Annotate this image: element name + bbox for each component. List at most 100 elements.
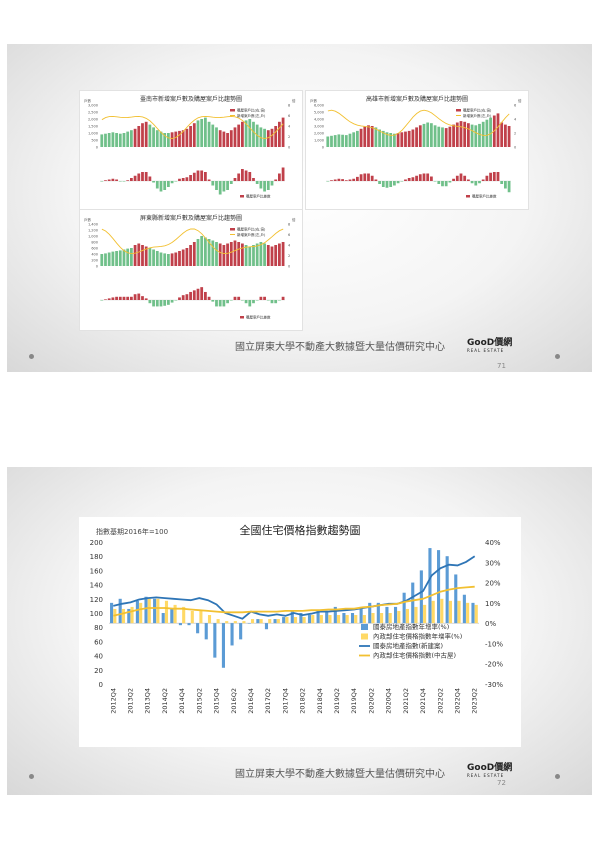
mini-bar [248, 246, 252, 266]
mini-diff-bar [178, 297, 181, 300]
x-tick-label: 2018Q4 [316, 688, 324, 714]
mini-bar [167, 254, 170, 266]
mini-diff-bar [233, 296, 237, 300]
mini-diff-bar [389, 181, 393, 187]
chart-subtitle: 指數基期2016年=100 [96, 527, 168, 536]
mini-y-tick: 1,500 [88, 125, 98, 129]
mini-diff-bar [478, 181, 481, 184]
mini-diff-bar [192, 172, 196, 181]
mini-diff-bar [393, 181, 396, 186]
mini-diff-bar [144, 298, 148, 300]
mini-bar [181, 130, 185, 147]
mini-diff-bar [141, 172, 144, 181]
mini-y-right-tick: 6 [288, 114, 290, 118]
x-tick-label: 2013Q2 [127, 688, 135, 714]
mini-diff-bar [252, 300, 255, 304]
footer-center-name: 國立屏東大學不動產大數據暨大量估價研究中心 [235, 769, 445, 780]
mini-y-tick: 2,000 [88, 118, 98, 122]
mini-diff-bar [467, 179, 470, 181]
mini-diff-bar [178, 178, 181, 181]
mini-diff-bar [181, 295, 185, 300]
mini-diff-bar [507, 181, 511, 193]
mini-y-tick: 200 [91, 259, 98, 263]
mini-y-tick: 500 [91, 139, 98, 143]
mini-bar [152, 249, 155, 266]
mini-diff-bar [489, 172, 492, 181]
mini-bar [255, 243, 259, 266]
x-tick-label: 2014Q2 [161, 688, 169, 714]
mini-bar [100, 134, 104, 147]
mini-diff-bar [174, 300, 178, 301]
mini-diff-bar [237, 173, 241, 181]
mini-bar [248, 119, 252, 147]
mini-bar [359, 128, 363, 147]
bar-moi-yoy [319, 615, 323, 624]
mini-diff-bar [244, 300, 248, 304]
mini-bar [218, 130, 222, 147]
mini-diff-bar [248, 300, 252, 307]
page-number: 72 [497, 779, 506, 787]
mini-diff-bar [448, 181, 452, 183]
mini-bar [207, 239, 211, 266]
bar-cathay-yoy [393, 606, 398, 624]
mini-bar [452, 124, 455, 147]
mini-bar [374, 127, 378, 147]
mini-bar [148, 124, 152, 147]
chart-title: 全國住宅價格指數趨勢圖 [240, 523, 361, 537]
mini-bar [241, 243, 244, 266]
bar-cathay-yoy [127, 608, 131, 624]
mini-bar [122, 249, 126, 266]
mini-bar [226, 133, 229, 147]
bar-moi-yoy [388, 613, 392, 624]
legend-swatch-bar [361, 633, 368, 640]
y-right-tick-label: 30% [485, 559, 501, 567]
mini-ylabel-right: 倍 [292, 98, 296, 103]
mini-diff-bar [259, 181, 263, 189]
mini-diff-bar [237, 296, 241, 300]
y-right-tick-label: 10% [485, 600, 501, 608]
mini-diff-bar [356, 176, 359, 181]
bar-cathay-yoy [376, 602, 380, 624]
mini-diff-bar [218, 181, 222, 195]
mini-diff-bar [500, 181, 504, 184]
mini-diff-bar [415, 175, 418, 181]
line-moi-index [113, 585, 475, 617]
bar-cathay-yoy [454, 574, 458, 624]
mini-bar [455, 122, 459, 147]
mini-bar [422, 123, 426, 147]
mini-bar [244, 120, 248, 147]
bar-moi-yoy [311, 615, 315, 624]
bar-moi-yoy [250, 619, 255, 624]
mini-diff-bar [170, 181, 174, 184]
mini-bar [104, 253, 107, 266]
mini-diff-bar [248, 172, 252, 181]
mini-bar [141, 245, 144, 266]
bar-cathay-yoy [299, 613, 303, 624]
mini-y-tick: 1,400 [88, 223, 98, 227]
bar-cathay-yoy [256, 619, 260, 624]
bar-cathay-yoy [213, 623, 217, 658]
mini-bar [274, 126, 278, 147]
mini-bar [266, 245, 270, 266]
kaohsiung-chart-panel: 高雄市新增案戶數及購屋案戶比趨勢圖 戶數 倍 6,000 5,000 4,000 3,00… [305, 90, 529, 210]
bar-cathay-yoy [290, 610, 294, 624]
kaohsiung-chart-title: 高雄市新增案戶數及購屋案戶比趨勢圖 [365, 96, 468, 103]
mini-diff-bar [163, 181, 167, 190]
logo-main: GooD價網 [467, 338, 513, 348]
mini-diff-bar [229, 181, 233, 184]
mini-bar [337, 134, 341, 147]
bar-moi-yoy [285, 617, 289, 624]
mini-bar [459, 121, 463, 147]
y-right-tick-label: 20% [485, 580, 501, 588]
x-tick-label: 2017Q2 [264, 688, 272, 714]
bar-cathay-yoy [118, 598, 122, 624]
mini-diff-bar [155, 300, 159, 307]
mini-diff-bar [337, 178, 341, 181]
x-tick-label: 2020Q2 [367, 688, 375, 714]
mini-bar [393, 133, 396, 147]
bar-cathay-yoy [428, 548, 432, 624]
bar-moi-yoy [294, 617, 298, 624]
mini-diff-bar [326, 181, 330, 182]
mini-diff-bar [374, 179, 378, 181]
kaohsiung-chart: 戶數 倍 6,000 5,000 4,000 3,000 2,000 1,000 0 6 4 2 0 購屋… [310, 98, 522, 199]
